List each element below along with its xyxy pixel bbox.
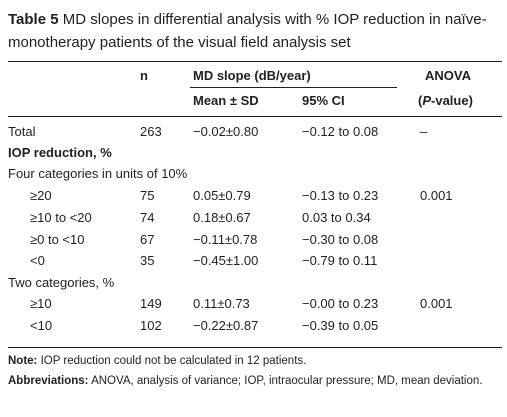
n-cell: 35 (140, 253, 155, 268)
anova-cell: – (420, 124, 428, 139)
mean-sd-cell: 0.11±0.73 (193, 296, 250, 311)
header-n: n (140, 68, 148, 83)
mean-sd-cell: 0.18±0.67 (193, 210, 251, 225)
table-title: Table 5 MD slopes in differential analys… (8, 8, 503, 54)
row-label: <0 (30, 253, 45, 268)
header-mean: Mean ± SD (193, 93, 259, 108)
header-ci: 95% CI (302, 93, 345, 108)
note: Note: IOP reduction could not be calcula… (8, 353, 503, 370)
mean-sd-cell: −0.45±1.00 (193, 253, 259, 268)
mean-sd-cell: −0.11±0.78 (193, 232, 258, 247)
mean-sd-cell: 0.05±0.79 (193, 188, 251, 203)
ci-cell: −0.30 to 0.08 (302, 232, 379, 247)
subsection-heading: Two categories, % (8, 275, 115, 290)
table-label: Table 5 (8, 11, 59, 28)
note-text: IOP reduction could not be calculated in… (40, 355, 307, 367)
abbreviations: Abbreviations: ANOVA, analysis of varian… (8, 373, 503, 390)
ci-cell: 0.03 to 0.34 (302, 210, 371, 225)
n-cell: 102 (140, 318, 162, 333)
row-label: ≥0 to <10 (30, 232, 85, 247)
row-label: Total (8, 124, 36, 139)
header-pvalue: (P-value) (418, 93, 473, 109)
subsection-heading: Four categories in units of 10% (8, 166, 188, 181)
row-label: ≥10 (30, 296, 52, 311)
ci-cell: −0.13 to 0.23 (302, 188, 379, 203)
paren: ( (418, 93, 423, 108)
section-heading: IOP reduction, % (8, 145, 112, 160)
ci-cell: −0.39 to 0.05 (302, 318, 379, 333)
n-cell: 263 (140, 124, 162, 139)
bottom-rule (8, 347, 502, 348)
value: -value) (431, 93, 473, 108)
group-rule (190, 87, 397, 88)
n-cell: 67 (140, 232, 155, 247)
row-label: <10 (30, 318, 53, 333)
p: P (422, 93, 432, 108)
ci-cell: −0.00 to 0.23 (302, 296, 379, 311)
mean-sd-cell: −0.02±0.80 (193, 124, 259, 139)
ci-cell: −0.79 to 0.11 (302, 253, 378, 268)
header-group: MD slope (dB/year) (193, 68, 311, 83)
ci-cell: −0.12 to 0.08 (302, 124, 379, 139)
header-rule (8, 116, 502, 117)
row-label: ≥10 to <20 (30, 210, 92, 225)
n-cell: 74 (140, 210, 155, 225)
mean-sd-cell: −0.22±0.87 (193, 318, 259, 333)
note-label: Note: (8, 355, 38, 367)
table-caption: MD slopes in differential analysis with … (8, 11, 487, 51)
row-label: ≥20 (30, 188, 52, 203)
header-anova: ANOVA (425, 68, 471, 83)
abbr-text: ANOVA, analysis of variance; IOP, intrao… (91, 375, 483, 387)
n-cell: 149 (140, 296, 162, 311)
anova-cell: 0.001 (420, 188, 453, 203)
anova-cell: 0.001 (420, 296, 453, 311)
abbr-label: Abbreviations: (8, 375, 89, 387)
top-rule (8, 61, 502, 62)
n-cell: 75 (140, 188, 155, 203)
